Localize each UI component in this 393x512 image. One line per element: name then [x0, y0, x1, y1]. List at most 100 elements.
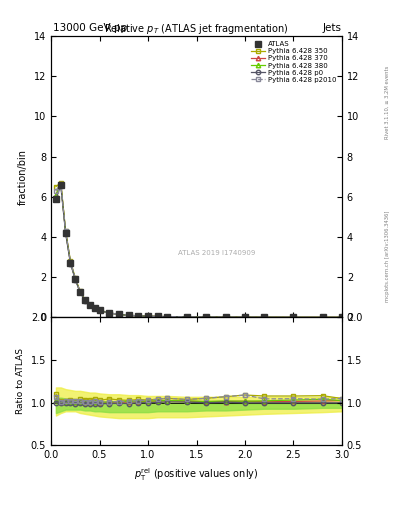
Pythia 6.428 350 — [92, 305, 97, 311]
ATLAS — [88, 302, 92, 308]
Pythia 6.428 370 — [68, 260, 73, 266]
ATLAS — [184, 314, 189, 320]
Pythia 6.428 350 — [320, 314, 325, 321]
ATLAS — [340, 314, 344, 321]
Pythia 6.428 370 — [117, 311, 121, 317]
Pythia 6.428 p0 — [184, 314, 189, 320]
Pythia 6.428 370 — [73, 276, 78, 282]
Pythia 6.428 p2010 — [320, 314, 325, 321]
Line: Pythia 6.428 p2010: Pythia 6.428 p2010 — [54, 181, 344, 319]
Pythia 6.428 380 — [165, 313, 170, 319]
Pythia 6.428 370 — [340, 314, 344, 321]
Pythia 6.428 p0 — [68, 261, 73, 267]
Pythia 6.428 380 — [223, 314, 228, 320]
Pythia 6.428 350 — [155, 313, 160, 319]
Pythia 6.428 350 — [73, 275, 78, 281]
ATLAS — [68, 260, 73, 266]
Pythia 6.428 380 — [53, 191, 58, 198]
Pythia 6.428 p2010 — [88, 302, 92, 308]
Pythia 6.428 p2010 — [78, 289, 83, 295]
Pythia 6.428 350 — [53, 184, 58, 190]
Text: mcplots.cern.ch [arXiv:1306.3436]: mcplots.cern.ch [arXiv:1306.3436] — [385, 210, 390, 302]
Pythia 6.428 350 — [165, 313, 170, 319]
ATLAS — [83, 297, 87, 304]
Pythia 6.428 380 — [97, 307, 102, 313]
Pythia 6.428 380 — [107, 310, 112, 316]
Pythia 6.428 350 — [88, 302, 92, 308]
Pythia 6.428 p0 — [88, 302, 92, 308]
Pythia 6.428 p0 — [242, 314, 247, 321]
Pythia 6.428 p2010 — [291, 314, 296, 321]
Pythia 6.428 380 — [78, 289, 83, 295]
ATLAS — [262, 314, 267, 321]
Pythia 6.428 p0 — [107, 310, 112, 316]
Pythia 6.428 380 — [73, 276, 78, 282]
Pythia 6.428 p2010 — [136, 313, 141, 319]
Pythia 6.428 350 — [83, 296, 87, 303]
Pythia 6.428 370 — [92, 305, 97, 311]
Pythia 6.428 380 — [59, 181, 63, 187]
Pythia 6.428 370 — [165, 313, 170, 319]
Line: ATLAS: ATLAS — [53, 182, 345, 320]
Pythia 6.428 370 — [83, 297, 87, 303]
Pythia 6.428 p0 — [204, 314, 209, 320]
Pythia 6.428 p0 — [78, 289, 83, 295]
Pythia 6.428 370 — [146, 313, 151, 319]
Pythia 6.428 380 — [68, 260, 73, 266]
Text: 13000 GeV pp: 13000 GeV pp — [53, 23, 127, 33]
Text: Jets: Jets — [323, 23, 342, 33]
ATLAS — [73, 276, 78, 282]
Text: ATLAS 2019 I1740909: ATLAS 2019 I1740909 — [178, 250, 255, 257]
Pythia 6.428 p2010 — [155, 313, 160, 319]
Pythia 6.428 380 — [63, 229, 68, 235]
Pythia 6.428 380 — [83, 297, 87, 303]
Pythia 6.428 p0 — [73, 276, 78, 283]
Pythia 6.428 350 — [117, 311, 121, 317]
Pythia 6.428 370 — [107, 310, 112, 316]
Pythia 6.428 p0 — [117, 311, 121, 317]
ATLAS — [92, 305, 97, 311]
Pythia 6.428 p2010 — [73, 275, 78, 282]
Pythia 6.428 350 — [78, 288, 83, 294]
Pythia 6.428 370 — [242, 314, 247, 321]
Pythia 6.428 380 — [291, 314, 296, 321]
Pythia 6.428 p2010 — [146, 313, 151, 319]
Pythia 6.428 p2010 — [97, 307, 102, 313]
Pythia 6.428 370 — [97, 307, 102, 313]
Pythia 6.428 p2010 — [68, 259, 73, 265]
Pythia 6.428 380 — [146, 313, 151, 319]
Pythia 6.428 370 — [126, 312, 131, 318]
X-axis label: $p_\mathrm{T}^\mathrm{rel}$ (positive values only): $p_\mathrm{T}^\mathrm{rel}$ (positive va… — [134, 466, 259, 483]
Pythia 6.428 p0 — [59, 183, 63, 189]
Pythia 6.428 370 — [59, 181, 63, 187]
ATLAS — [107, 310, 112, 316]
Pythia 6.428 p2010 — [262, 314, 267, 321]
Pythia 6.428 370 — [53, 191, 58, 198]
Pythia 6.428 350 — [146, 313, 151, 319]
Title: Relative $p_T$ (ATLAS jet fragmentation): Relative $p_T$ (ATLAS jet fragmentation) — [104, 22, 289, 36]
Pythia 6.428 p2010 — [126, 312, 131, 318]
Pythia 6.428 350 — [63, 228, 68, 234]
Pythia 6.428 370 — [78, 289, 83, 295]
ATLAS — [165, 314, 170, 320]
Pythia 6.428 350 — [107, 310, 112, 316]
ATLAS — [59, 182, 63, 188]
Pythia 6.428 p0 — [165, 313, 170, 319]
Pythia 6.428 350 — [97, 307, 102, 313]
Pythia 6.428 370 — [262, 314, 267, 321]
Pythia 6.428 350 — [136, 313, 141, 319]
Pythia 6.428 370 — [136, 313, 141, 319]
Pythia 6.428 p2010 — [204, 314, 209, 320]
ATLAS — [126, 312, 131, 318]
Pythia 6.428 370 — [223, 314, 228, 320]
Pythia 6.428 380 — [262, 314, 267, 321]
Pythia 6.428 p2010 — [107, 310, 112, 316]
ATLAS — [320, 314, 325, 321]
ATLAS — [97, 307, 102, 313]
Pythia 6.428 p0 — [97, 307, 102, 313]
Pythia 6.428 370 — [88, 302, 92, 308]
ATLAS — [136, 313, 141, 319]
Pythia 6.428 370 — [184, 314, 189, 320]
Line: Pythia 6.428 380: Pythia 6.428 380 — [54, 181, 344, 319]
Pythia 6.428 380 — [92, 305, 97, 311]
